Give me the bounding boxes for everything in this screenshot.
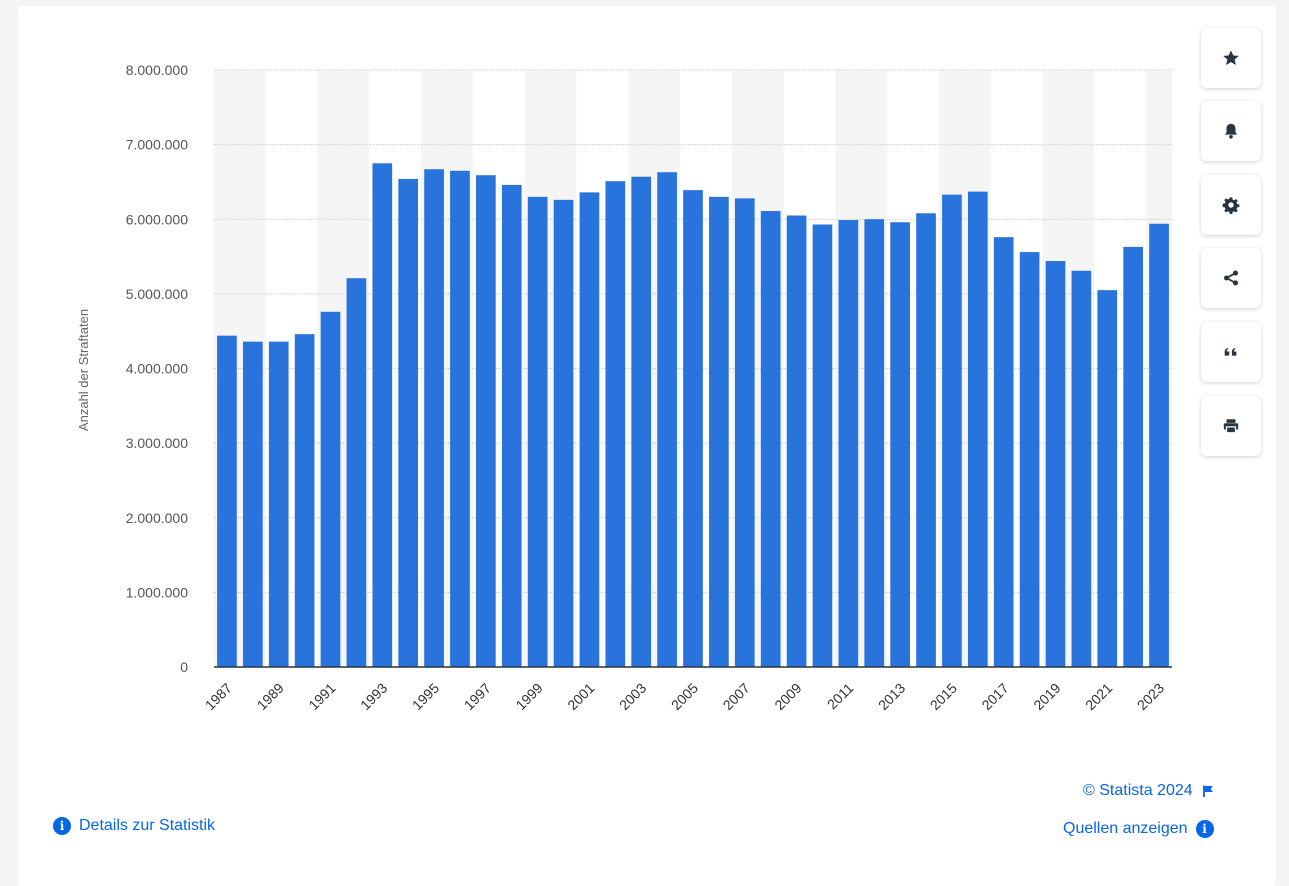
star-icon bbox=[1223, 50, 1239, 66]
bar-2009 bbox=[786, 215, 807, 668]
bar-2010 bbox=[812, 224, 833, 667]
bar-1994 bbox=[398, 178, 419, 667]
bar-2008 bbox=[760, 211, 781, 667]
bar-2005 bbox=[683, 190, 703, 668]
bar-2014 bbox=[916, 213, 936, 667]
x-tick-label: 2019 bbox=[1030, 680, 1063, 713]
x-tick-label: 2011 bbox=[824, 680, 857, 713]
bar-1987 bbox=[217, 335, 237, 667]
y-tick-label: 7.000.000 bbox=[126, 137, 188, 153]
print-icon bbox=[1223, 419, 1239, 434]
x-tick-label: 2005 bbox=[668, 680, 701, 713]
y-tick-label: 3.000.000 bbox=[126, 435, 188, 451]
share-icon bbox=[1223, 270, 1239, 286]
x-tick-label: 1995 bbox=[409, 680, 442, 713]
x-tick-label: 1997 bbox=[461, 680, 494, 713]
y-tick-label: 1.000.000 bbox=[126, 584, 188, 600]
sources-link[interactable]: Quellen anzeigen i bbox=[1063, 820, 1214, 838]
cite-button[interactable] bbox=[1201, 322, 1261, 382]
y-tick-label: 2.000.000 bbox=[126, 510, 188, 526]
copyright-link[interactable]: © Statista 2024 bbox=[1083, 782, 1215, 800]
bar-2022 bbox=[1123, 246, 1144, 667]
details-link[interactable]: i Details zur Statistik bbox=[53, 817, 215, 835]
notification-button[interactable] bbox=[1201, 101, 1261, 161]
x-tick-label: 2001 bbox=[564, 680, 597, 713]
print-button[interactable] bbox=[1201, 396, 1261, 456]
bar-2016 bbox=[967, 191, 988, 668]
copyright-text: © Statista 2024 bbox=[1083, 782, 1193, 799]
quote-icon bbox=[1224, 347, 1237, 356]
bar-2020 bbox=[1071, 270, 1092, 667]
share-button[interactable] bbox=[1201, 248, 1261, 308]
bar-1996 bbox=[450, 170, 470, 667]
bar-1998 bbox=[501, 184, 522, 668]
bar-1988 bbox=[242, 341, 263, 667]
settings-button[interactable] bbox=[1201, 175, 1261, 235]
x-tick-label: 2015 bbox=[927, 680, 960, 713]
x-tick-label: 2007 bbox=[720, 680, 753, 713]
sources-link-text: Quellen anzeigen bbox=[1063, 820, 1188, 837]
y-tick-label: 6.000.000 bbox=[126, 211, 188, 227]
details-link-text: Details zur Statistik bbox=[79, 817, 216, 834]
y-tick-label: 5.000.000 bbox=[126, 286, 188, 302]
bar-2000 bbox=[553, 199, 574, 667]
x-tick-label: 2023 bbox=[1134, 680, 1167, 713]
favorite-button[interactable] bbox=[1201, 28, 1261, 88]
bar-1989 bbox=[268, 341, 289, 667]
bar-2002 bbox=[605, 181, 626, 667]
bar-1990 bbox=[294, 334, 315, 667]
bar-1991 bbox=[320, 311, 341, 667]
x-tick-label: 2021 bbox=[1082, 680, 1115, 713]
bar-2018 bbox=[1019, 252, 1040, 667]
bar-2004 bbox=[657, 172, 677, 667]
bar-chart: 0 1.000.000 2.000.000 3.000.000 4.000.000 5.0… bbox=[76, 62, 1172, 713]
bar-2012 bbox=[864, 219, 885, 667]
bar-2023 bbox=[1149, 223, 1169, 668]
y-axis-label: Anzahl der Straftaten bbox=[76, 309, 91, 431]
flag-icon bbox=[1202, 785, 1213, 797]
bar-2001 bbox=[579, 192, 600, 667]
bar-2019 bbox=[1045, 261, 1066, 667]
bar-1992 bbox=[346, 278, 367, 667]
bar-2003 bbox=[631, 176, 652, 667]
bar-2006 bbox=[709, 196, 729, 668]
bar-2007 bbox=[734, 198, 755, 668]
bell-icon bbox=[1224, 123, 1238, 139]
gear-icon bbox=[1222, 197, 1240, 214]
bar-2011 bbox=[838, 219, 859, 667]
bar-1999 bbox=[527, 196, 548, 668]
bar-2021 bbox=[1097, 290, 1118, 667]
y-tick-label: 4.000.000 bbox=[126, 361, 188, 377]
x-tick-label: 2009 bbox=[771, 680, 804, 713]
bar-1995 bbox=[424, 169, 444, 667]
x-tick-label: 1991 bbox=[305, 680, 338, 713]
info-icon: i bbox=[1195, 820, 1214, 838]
x-tick-label: 2003 bbox=[616, 680, 649, 713]
x-tick-label: 2017 bbox=[978, 680, 1011, 713]
x-tick-label: 1999 bbox=[512, 680, 545, 713]
bar-2017 bbox=[993, 237, 1014, 667]
info-icon: i bbox=[53, 817, 71, 835]
bar-2015 bbox=[942, 194, 962, 667]
bar-2013 bbox=[890, 222, 910, 668]
x-tick-label: 2013 bbox=[875, 680, 908, 713]
y-tick-label: 0 bbox=[180, 659, 188, 675]
bar-1997 bbox=[476, 175, 496, 667]
y-tick-label: 8.000.000 bbox=[126, 62, 188, 78]
x-tick-label: 1987 bbox=[202, 680, 235, 713]
bar-1993 bbox=[372, 163, 393, 667]
x-tick-label: 1989 bbox=[254, 680, 287, 713]
x-tick-label: 1993 bbox=[357, 680, 390, 713]
